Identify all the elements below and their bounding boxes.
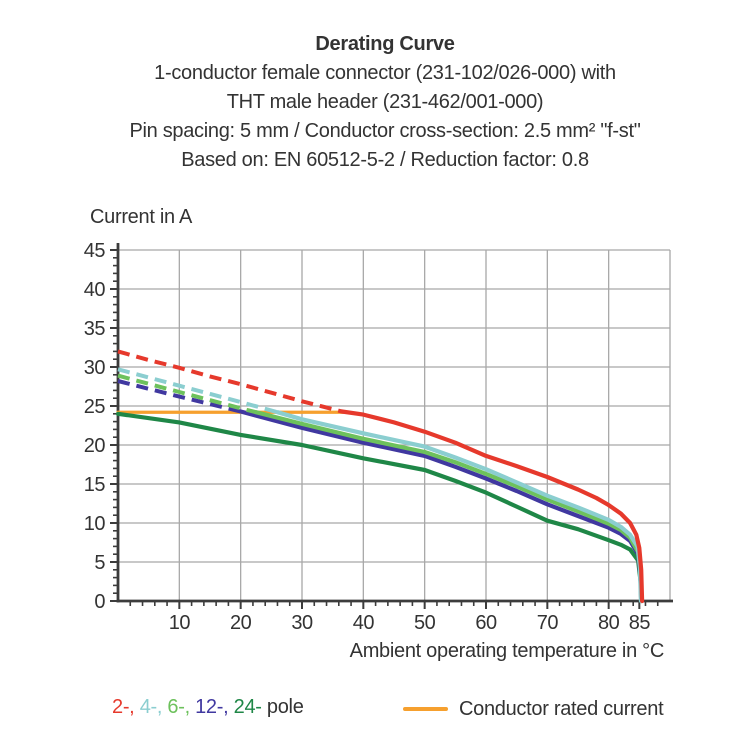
subtitle-line-2: THT male header (231-462/001-000): [226, 91, 544, 113]
subtitle-line-4: Based on: EN 60512-5-2 / Reduction facto…: [181, 149, 589, 171]
legend-pole-item-24: 24-: [233, 696, 262, 718]
legend-rated-group: Conductor rated current: [403, 694, 664, 724]
y-tick-label: 40: [84, 279, 106, 301]
legend-pole-item-12: 12-,: [195, 696, 234, 718]
subtitle-line-1: 1-conductor female connector (231-102/02…: [154, 62, 616, 84]
y-tick-label: 0: [94, 591, 105, 613]
x-tick-label: 40: [353, 612, 375, 634]
legend-pole-item-4: 4-,: [139, 696, 168, 718]
series-dashed-6-pole: [117, 373, 257, 415]
series-dashed-4-pole: [117, 367, 279, 415]
x-tick-label: 10: [169, 612, 191, 634]
legend: 2-, 4-, 6-, 12-, 24- pole Conductor rate…: [0, 694, 750, 724]
subtitle-line-3: Pin spacing: 5 mm / Conductor cross-sect…: [129, 120, 641, 142]
y-tick-label: 5: [94, 552, 105, 574]
series-6-pole: [253, 410, 644, 604]
x-tick-label: 70: [537, 612, 559, 634]
title-block: Derating Curve 1-conductor female connec…: [20, 30, 750, 175]
series-dashed-2-pole: [117, 349, 343, 414]
series-24-pole: [115, 411, 644, 604]
legend-pole-suffix: pole: [261, 696, 304, 718]
y-tick-label: 25: [84, 396, 106, 418]
legend-pole-item-6: 6-,: [167, 696, 196, 718]
y-axis-title: Current in A: [90, 206, 193, 228]
x-tick-label: 20: [230, 612, 252, 634]
x-tick-label: 85: [629, 612, 651, 634]
x-axis-title: Ambient operating temperature in °C: [350, 640, 664, 662]
legend-pole-group: 2-, 4-, 6-, 12-, 24- pole: [112, 696, 304, 719]
series-dashed-12-pole: [117, 379, 242, 414]
legend-pole-item-2: 2-,: [112, 696, 140, 718]
x-tick-label: 30: [291, 612, 313, 634]
rated-current-swatch-line: [403, 706, 448, 712]
y-tick-label: 20: [84, 435, 106, 457]
rated-current-label: Conductor rated current: [459, 697, 664, 720]
y-tick-label: 30: [84, 357, 106, 379]
x-tick-label: 80: [598, 612, 620, 634]
y-tick-label: 45: [84, 240, 106, 262]
x-tick-label: 60: [475, 612, 497, 634]
series-12-pole: [238, 409, 644, 604]
y-tick-label: 35: [84, 318, 106, 340]
series-4-pole: [275, 410, 643, 604]
chart-title: Derating Curve: [315, 33, 455, 55]
series-2-pole: [339, 409, 645, 604]
y-tick-label: 15: [84, 474, 106, 496]
y-tick-label: 10: [84, 513, 106, 535]
x-tick-label: 50: [414, 612, 436, 634]
